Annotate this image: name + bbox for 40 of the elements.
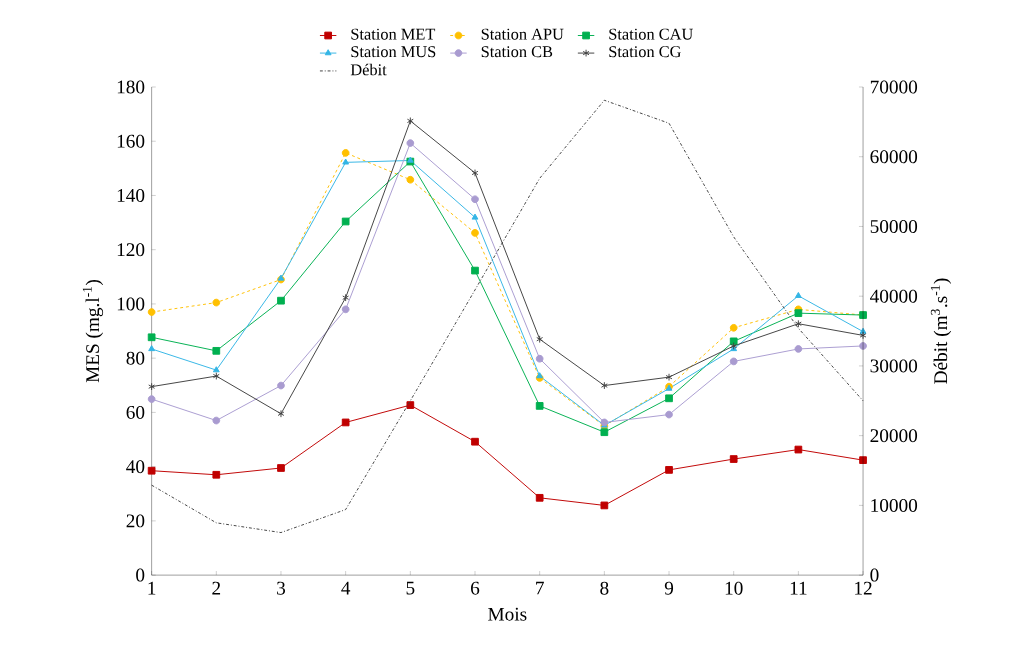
y2-axis-title: Débit (m$^{3}$.s$^{-1}$) bbox=[930, 278, 952, 384]
x-tick-label: 10 bbox=[725, 581, 743, 595]
legend-label: Débit bbox=[350, 63, 387, 76]
y-tick-label: 60 bbox=[126, 405, 145, 419]
y-tick-label: 20 bbox=[126, 514, 145, 528]
x-tick-label: 11 bbox=[790, 581, 807, 595]
y-tick-label: 80 bbox=[126, 351, 145, 365]
y-tick-label: 160 bbox=[117, 134, 145, 148]
x-tick-label: 1 bbox=[148, 581, 156, 595]
y2-tick-label: 60000 bbox=[870, 150, 918, 164]
legend-label: Station APU bbox=[481, 28, 564, 40]
x-tick-label: 9 bbox=[664, 581, 674, 595]
y-tick-label: 0 bbox=[136, 568, 145, 582]
y2-tick-label: 30000 bbox=[870, 359, 918, 373]
legend-label: Station CG bbox=[609, 46, 681, 58]
legend-label: Station CAU bbox=[609, 28, 693, 40]
y-tick-label: 140 bbox=[117, 188, 145, 202]
x-tick-label: 5 bbox=[406, 581, 415, 595]
y-tick-label: 120 bbox=[117, 243, 145, 257]
x-tick-label: 6 bbox=[471, 581, 480, 595]
y2-tick-label: 0 bbox=[870, 568, 879, 582]
y2-tick-label: 10000 bbox=[871, 498, 918, 512]
y2-tick-label: 50000 bbox=[870, 219, 918, 233]
x-tick-label: 3 bbox=[277, 581, 286, 595]
legend-label: Station MET bbox=[351, 28, 436, 40]
x-tick-label: 7 bbox=[536, 581, 544, 595]
y-tick-label: 180 bbox=[117, 80, 145, 94]
x-tick-label: 4 bbox=[341, 581, 351, 595]
legend-label: Station CB bbox=[481, 46, 553, 58]
y-tick-label: 40 bbox=[126, 460, 145, 474]
y2-tick-label: 70000 bbox=[870, 80, 918, 94]
y-axis-title: MES (mg.l$^{-1}$) bbox=[82, 279, 104, 383]
y2-tick-label: 40000 bbox=[870, 289, 918, 303]
y-tick-label: 100 bbox=[117, 297, 145, 311]
x-tick-label: 12 bbox=[855, 581, 872, 595]
legend-label: Station MUS bbox=[351, 46, 436, 58]
x-tick-label: 8 bbox=[600, 581, 609, 595]
x-tick-label: 2 bbox=[212, 581, 221, 595]
y2-tick-label: 20000 bbox=[870, 429, 918, 443]
x-axis-title: Mois bbox=[488, 607, 527, 621]
